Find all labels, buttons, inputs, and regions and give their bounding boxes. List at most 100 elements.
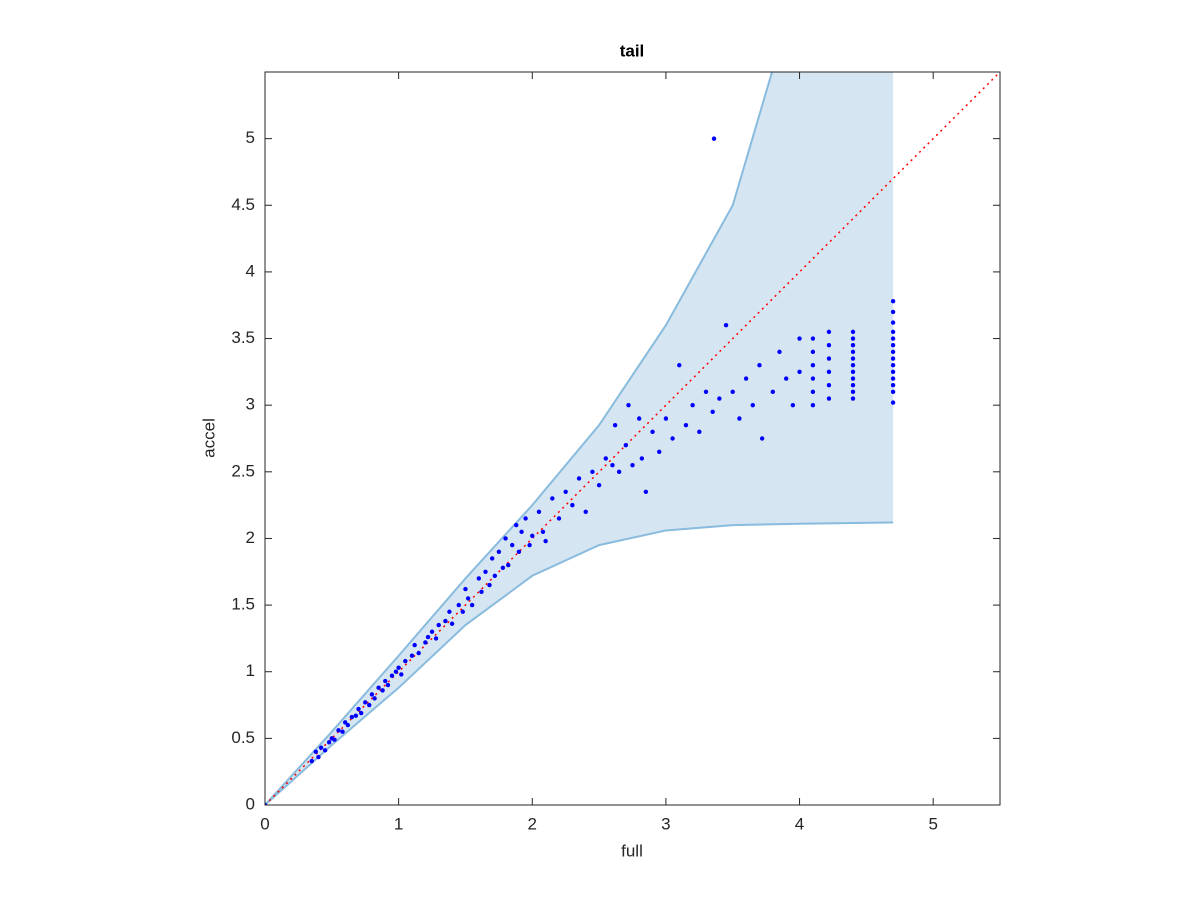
point [380, 688, 385, 693]
point [639, 456, 645, 461]
point [810, 349, 816, 355]
point [369, 692, 375, 697]
point [429, 629, 435, 634]
point [367, 702, 372, 708]
point [326, 740, 332, 745]
y-tick-label: 0.5 [231, 728, 255, 747]
point [790, 402, 796, 408]
point [436, 622, 441, 628]
point [826, 396, 832, 401]
band-lower [265, 521, 894, 805]
point [759, 436, 765, 441]
point [576, 476, 582, 481]
point [516, 549, 522, 554]
point [717, 396, 722, 401]
point [636, 416, 642, 421]
point [826, 382, 832, 388]
point [826, 356, 832, 361]
point [890, 309, 896, 315]
point [479, 589, 484, 594]
point [519, 529, 524, 534]
point [663, 416, 669, 421]
point [416, 650, 421, 656]
point [850, 389, 856, 395]
point [423, 640, 428, 645]
point [890, 400, 896, 405]
y-tick-label: 0 [246, 794, 255, 813]
point [514, 522, 519, 528]
point [797, 369, 802, 375]
point [383, 678, 388, 684]
point [730, 389, 735, 395]
point [850, 363, 856, 368]
point [483, 569, 488, 574]
point [596, 482, 602, 488]
point [353, 713, 359, 718]
point [890, 369, 896, 375]
y-tick-label: 4 [246, 261, 255, 280]
point [363, 700, 368, 705]
point [447, 609, 452, 614]
point [826, 329, 832, 335]
point [643, 489, 649, 495]
point [540, 529, 546, 534]
point [359, 710, 364, 716]
point [810, 363, 816, 368]
point [850, 329, 856, 335]
point [460, 609, 465, 614]
point [850, 376, 856, 381]
point [710, 409, 715, 415]
point [536, 509, 542, 514]
point [890, 376, 896, 381]
point [826, 369, 832, 375]
point [393, 669, 399, 674]
point [342, 720, 348, 725]
point [677, 363, 682, 368]
point [332, 737, 337, 742]
point [389, 673, 395, 678]
y-tick-label: 1 [246, 661, 255, 680]
point [890, 363, 896, 368]
point [826, 343, 832, 348]
point [890, 349, 896, 355]
point [810, 336, 816, 341]
point [556, 516, 562, 521]
point [433, 636, 439, 641]
point [850, 356, 856, 361]
point [563, 489, 568, 495]
point [345, 722, 351, 728]
point [349, 714, 355, 720]
point [489, 556, 495, 561]
x-axis-label: full [621, 841, 643, 860]
point [626, 402, 631, 408]
y-tick-label: 3 [246, 395, 255, 414]
point [372, 696, 377, 701]
x-tick-label: 0 [260, 814, 269, 833]
point [616, 469, 622, 475]
point [530, 533, 535, 538]
point [737, 416, 742, 421]
point [396, 665, 401, 670]
point [777, 349, 782, 355]
point [623, 442, 629, 448]
point [313, 749, 318, 754]
y-tick-label: 3.5 [231, 328, 255, 347]
point [750, 402, 755, 408]
point [412, 642, 417, 648]
band-fill [265, 72, 894, 805]
point [399, 672, 404, 677]
point [850, 369, 856, 375]
point [476, 576, 482, 581]
point [683, 422, 689, 428]
point [590, 469, 595, 475]
point [550, 496, 555, 501]
point [340, 729, 345, 734]
point [850, 336, 856, 341]
y-axis-label: accel [199, 418, 218, 458]
reference-line [265, 72, 1000, 805]
point [810, 389, 816, 395]
point [670, 436, 675, 441]
point [469, 602, 475, 608]
point [610, 462, 615, 468]
point [890, 356, 896, 361]
